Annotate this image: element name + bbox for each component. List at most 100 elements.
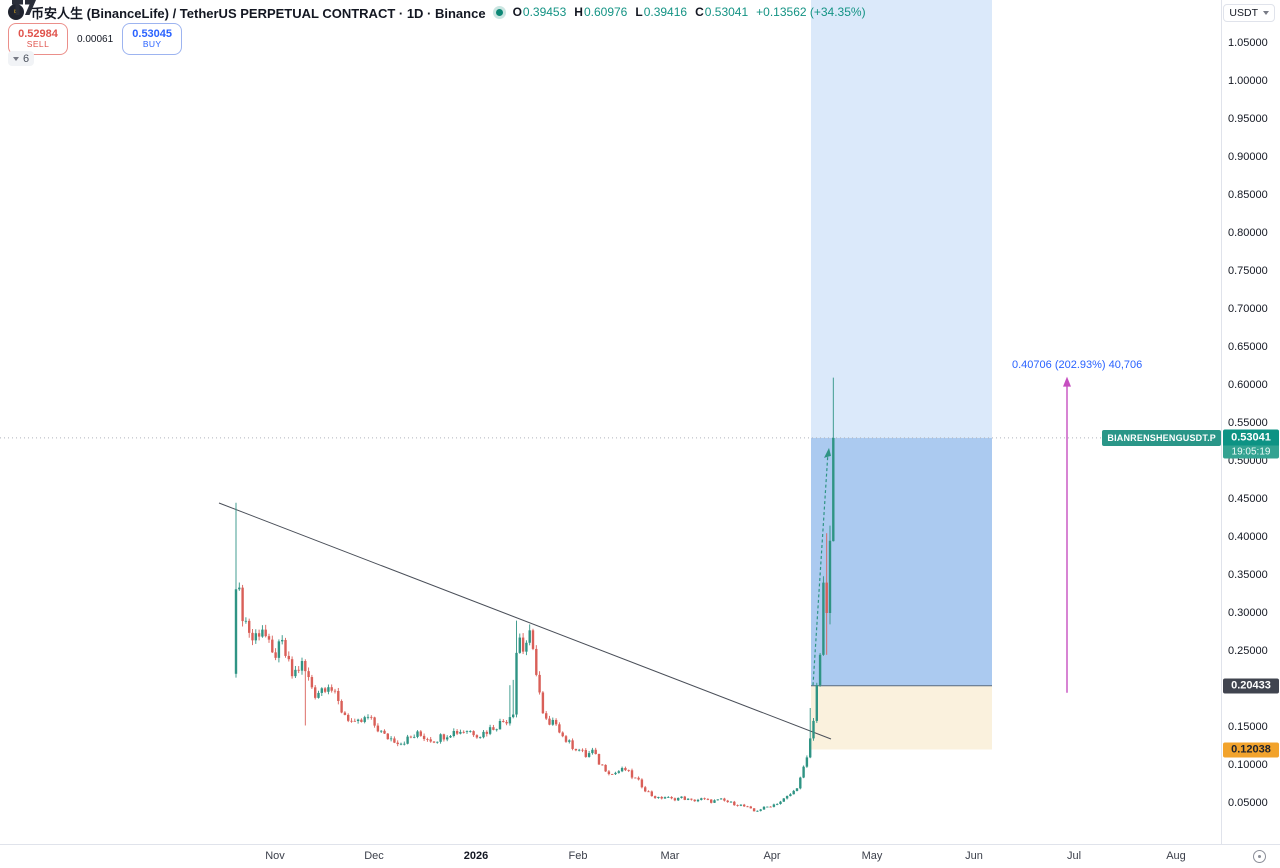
projection-arrowhead-icon [824,447,831,458]
time-axis[interactable]: Nov Dec 2026 Feb Mar Apr May Jun Jul Aug [0,844,1280,868]
candle-body [469,731,472,732]
candle-body [307,671,310,678]
candle-body [700,798,703,800]
candle-body [746,806,749,808]
candle-body [624,767,627,771]
price-axis[interactable]: USDT 0.53041 19:05:19 0.20433 0.12038 1.… [1221,0,1280,845]
candle-body [680,796,683,798]
candle-body [436,741,439,743]
candle-body [366,716,370,718]
low-value: 0.39416 [643,5,688,19]
candle-body [419,731,422,736]
ohlc-low: L0.39416 [635,5,687,19]
candle-body [690,798,693,800]
candle-body [703,798,706,800]
candle-body [792,790,795,795]
symbol-title[interactable]: 币安人生 (BinanceLife) / TetherUS PERPETUAL … [31,5,486,21]
measure-annotation[interactable]: 0.40706 (202.93%) 40,706 [1012,359,1143,371]
candle-body [482,731,485,738]
candle-body [356,719,360,722]
buy-price: 0.53045 [132,27,173,40]
candle-body [261,629,264,637]
currency-selector[interactable]: USDT [1223,4,1275,22]
candle-body [475,735,479,738]
ohlc-readout: O0.39453 H0.60976 L0.39416 C0.53041 +0.1… [513,5,866,19]
current-price-value: 0.53041 [1223,429,1279,446]
candle-body [795,788,799,791]
candle-body [650,791,653,797]
candle-body [660,796,663,799]
candle-body [495,729,498,731]
candle-body [459,731,462,734]
candle-body [614,772,617,775]
open-value: 0.39453 [522,5,567,19]
candle-body [564,736,568,742]
candle-body [380,730,383,732]
candle-body [558,724,561,733]
candle-body [594,749,597,755]
candle-body [455,731,459,734]
candle-body [597,754,601,765]
time-tick-label: Nov [265,850,285,862]
market-status-icon[interactable] [495,8,503,16]
candle-body [713,800,716,803]
go-to-realtime-icon[interactable] [1253,850,1266,863]
candle-body [284,639,287,656]
price-tick-label: 0.40000 [1228,531,1268,543]
candle-body [630,770,634,778]
ohlc-open: O0.39453 [513,5,567,19]
candle-body [310,677,314,688]
price-tick-label: 0.25000 [1228,645,1268,657]
candle-body [733,801,736,806]
candle-body [568,740,571,742]
time-tick-label: 2026 [463,850,489,862]
current-price-badge: 0.53041 19:05:19 [1223,429,1279,459]
indicators-collapse-chip[interactable]: 6 [8,51,35,66]
symbol-price-label[interactable]: BIANRENSHENGUSDT.P [1102,429,1221,446]
candle-body [815,685,818,721]
candle-body [462,731,465,733]
candle-body [554,719,558,725]
candle-body [531,630,535,649]
candle-body [805,757,809,767]
candle-body [300,661,304,671]
candle-body [548,718,551,725]
candle-body [347,714,350,721]
candle-body [525,642,528,652]
time-tick-label: Dec [364,850,384,862]
candle-body [762,806,766,810]
candle-body [640,779,644,788]
price-tick-label: 0.15000 [1228,721,1268,733]
candle-body [772,804,776,807]
candle-body [809,738,812,758]
candle-body [248,620,251,633]
candle-body [399,743,403,745]
candle-body [452,731,455,736]
candle-body [647,791,650,793]
candle-body [416,731,419,737]
trade-widget: 0.52984 SELL 0.00061 0.53045 BUY [8,23,183,55]
candle-body [686,798,690,800]
candle-body [330,687,333,691]
candle-body [611,774,614,775]
candle-body [710,799,713,803]
close-value: 0.53041 [704,5,749,19]
candle-body [571,740,574,749]
candle-body [389,738,393,740]
time-tick-label: Jul [1066,850,1082,862]
candle-body [271,639,274,653]
sell-button[interactable]: 0.52984 SELL [8,23,68,55]
candle-body [802,766,805,778]
candle-body [696,799,700,802]
candle-body [498,720,502,730]
candle-body [776,803,779,805]
candle-body [574,748,578,751]
candle-body [333,690,337,692]
currency-label: USDT [1229,7,1258,19]
tradingview-logo-icon[interactable] [12,0,39,16]
buy-button[interactable]: 0.53045 BUY [122,23,183,55]
candle-body [670,796,673,799]
candle-body [756,810,759,812]
candle-body [604,764,607,772]
